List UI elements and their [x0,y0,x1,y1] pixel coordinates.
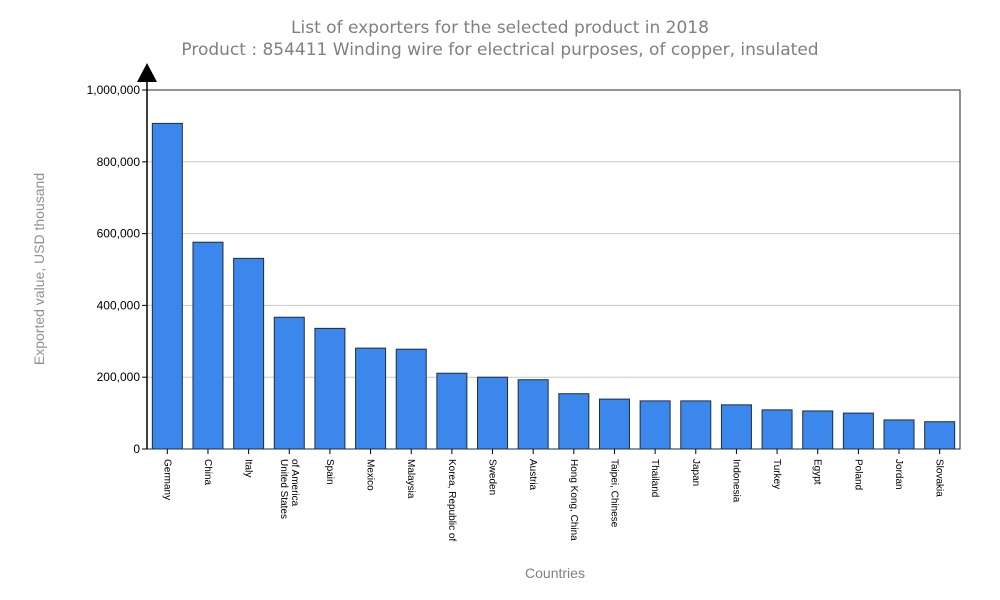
bar [273,316,305,450]
bar [761,409,793,450]
x-tick-label: China [202,459,213,486]
bar [639,400,671,450]
plot-frame [146,89,961,450]
y-tick-label: 600,000 [97,227,141,241]
bar [924,421,956,450]
x-tick-label: Italy [243,459,254,477]
y-tick-label: 200,000 [97,370,141,384]
bar [680,400,712,450]
bar [436,372,468,450]
x-tick-label: Indonesia [730,459,741,503]
x-tick-label: United States [278,459,289,519]
x-tick-label: Spain [324,459,335,485]
y-tick-label: 400,000 [97,298,141,312]
x-tick-label: Austria [527,459,538,491]
y-axis-arrow-icon [137,63,157,82]
x-tick-label: Sweden [487,459,498,495]
bar [314,327,346,450]
x-tick-label: Egypt [812,459,823,485]
bar [192,241,224,450]
x-tick-label: Taipei, Chinese [608,459,619,528]
bar [802,410,834,450]
bar [517,379,549,450]
bar [477,376,509,450]
bar [558,393,590,450]
y-tick-label: 800,000 [97,155,141,169]
x-tick-label: Japan [690,459,701,486]
x-tick-label: Mexico [365,459,376,491]
x-axis-label: Countries [525,565,585,581]
bar [395,348,427,450]
x-tick-label: of America [289,459,300,507]
x-tick-label: Hong Kong, China [568,459,579,541]
bar [842,412,874,450]
x-tick-label: Korea, Republic of [446,459,457,541]
y-tick-label: 1,000,000 [87,83,141,97]
chart-subtitle: Product : 854411 Winding wire for electr… [181,40,819,60]
x-tick-label: Jordan [893,459,904,490]
bar [883,419,915,450]
bar [598,398,630,450]
bar [720,404,752,450]
bar [151,122,183,450]
x-tick-label: Thailand [649,459,660,497]
x-tick-label: Malaysia [405,459,416,499]
y-tick-label: 0 [133,442,140,456]
chart-title: List of exporters for the selected produ… [291,18,709,38]
x-tick-label: Slovakia [934,459,945,497]
x-tick-label: Turkey [771,459,782,489]
x-tick-label: Germany [161,459,172,500]
bar [233,257,265,450]
x-tick-label: Poland [852,459,863,490]
bar [355,347,387,450]
